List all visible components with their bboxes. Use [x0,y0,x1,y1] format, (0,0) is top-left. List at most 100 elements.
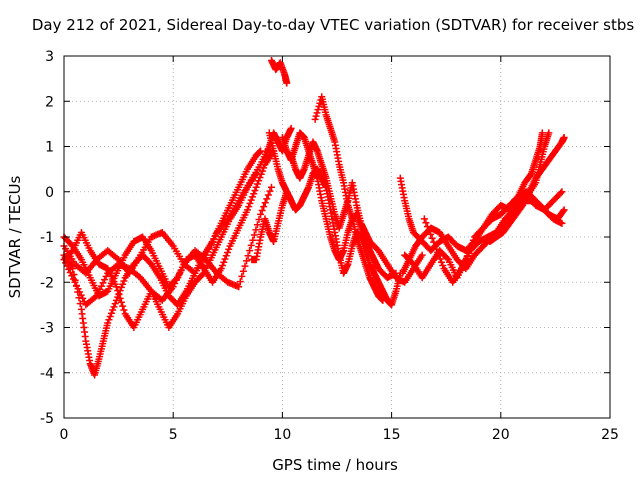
data-point [439,261,447,269]
data-point [222,252,230,260]
data-point [253,180,261,188]
data-point [559,207,567,215]
y-tick-label: -2 [40,275,54,291]
data-point [105,316,113,324]
data-point [267,183,275,191]
data-point [433,245,441,253]
chart-title: Day 212 of 2021, Sidereal Day-to-day VTE… [32,16,635,34]
data-point [557,189,565,197]
data-point [112,296,120,304]
data-point [287,124,295,132]
data-point [96,285,104,293]
data-point [207,241,215,249]
data-point [76,288,84,296]
data-point [538,129,546,137]
data-point [312,112,320,120]
data-point [236,278,244,286]
y-tick-label: -4 [40,366,54,382]
data-point [119,302,127,310]
data-point [428,234,436,242]
data-point [243,257,251,265]
data-point [261,199,269,207]
data-point [112,283,120,291]
data-point [425,227,433,235]
series-track-15 [486,133,568,246]
data-point [117,298,125,306]
data-point [174,273,182,281]
data-point [97,282,105,290]
data-point [246,199,254,207]
x-tick-label: 10 [273,427,291,443]
data-point [102,272,110,280]
data-point [110,303,118,311]
data-point [204,248,212,256]
data-point [211,232,219,240]
data-point [311,115,319,123]
data-point [114,287,122,295]
series-track-14 [420,197,568,286]
series-track-16 [508,129,546,214]
data-point [263,195,271,203]
data-point [120,306,128,314]
data-point [558,219,566,227]
scatter-marks [60,57,568,379]
data-point [72,281,80,289]
data-point [239,267,247,275]
data-point [235,283,243,291]
data-point [101,276,109,284]
data-point [545,129,553,137]
data-point [250,231,258,239]
x-axis-label: GPS time / hours [272,456,398,474]
data-point [113,254,121,262]
data-point [431,242,439,250]
data-point [248,193,256,201]
data-point [62,259,70,267]
data-point [169,283,177,291]
series-track-18 [261,124,295,164]
y-tick-label: 2 [45,94,54,110]
data-point [558,188,566,196]
data-point [283,79,291,87]
data-point [264,191,272,199]
data-point [63,262,71,270]
data-point [436,255,444,263]
data-point [255,216,263,224]
data-point [111,300,119,308]
data-point [260,203,268,211]
data-point [175,270,183,278]
data-point [69,275,77,283]
data-point [243,206,251,214]
axis-ticks: 0 5 10 15 20 25 -5 -4 -3 -2 -1 0 1 2 3 [40,49,619,443]
data-point [316,99,324,107]
data-point [252,226,260,234]
data-point [223,249,231,257]
y-tick-label: -3 [40,321,54,337]
data-point [177,267,185,275]
data-point [314,106,322,114]
y-axis-label: SDTVAR / TECUs [6,175,24,298]
data-point [238,272,246,280]
data-point [423,223,431,231]
series-track-17 [248,188,295,264]
data-point [189,268,197,276]
data-point [443,254,451,262]
data-point [287,197,295,205]
data-point [205,245,213,253]
data-point [266,187,274,195]
data-point [93,292,101,300]
data-point [247,196,255,204]
series-track-3 [60,170,260,331]
data-point [218,261,226,269]
data-point [208,238,216,246]
data-point [135,272,143,280]
data-point [199,270,207,278]
data-point [392,269,400,277]
data-point [74,285,82,293]
data-point [560,133,568,141]
data-point [250,190,258,198]
data-point [94,289,102,297]
data-point [120,277,128,285]
series-track-6 [267,57,291,87]
data-point [469,236,477,244]
